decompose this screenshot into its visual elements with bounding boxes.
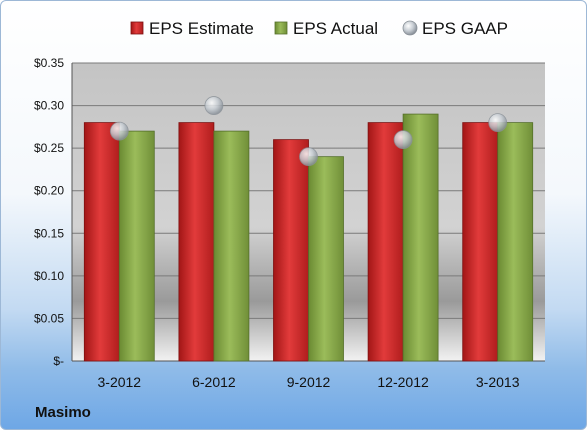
- eps-gaap-marker: [393, 130, 413, 150]
- eps-gaap-marker: [204, 96, 224, 115]
- eps-estimate-bar: [178, 122, 215, 362]
- legend-label: EPS Estimate: [149, 19, 254, 38]
- y-tick-label: $0.05: [34, 311, 64, 325]
- x-tick-label: 9-2012: [287, 374, 331, 390]
- legend-swatch-estimate: [130, 21, 144, 35]
- y-tick-label: $0.15: [34, 226, 64, 240]
- eps-actual-bar: [118, 130, 155, 362]
- legend-swatch-gaap: [402, 20, 418, 36]
- x-tick-label: 3-2012: [98, 374, 142, 390]
- eps-gaap-marker: [488, 113, 508, 132]
- eps-estimate-bar: [83, 122, 120, 362]
- eps-actual-bar: [213, 130, 250, 362]
- y-tick-label: $0.10: [34, 269, 64, 283]
- y-tick-label: $0.25: [34, 141, 64, 155]
- x-tick-label: 12-2012: [377, 374, 429, 390]
- y-tick-label: $0.30: [34, 99, 64, 113]
- legend-swatch-actual: [274, 21, 288, 35]
- eps-gaap-marker: [109, 121, 129, 141]
- x-tick-label: 3-2013: [476, 374, 520, 390]
- eps-estimate-bar: [462, 122, 499, 362]
- company-name: Masimo: [35, 404, 91, 421]
- legend-label: EPS Actual: [293, 19, 378, 38]
- eps-actual-bar: [402, 113, 439, 362]
- y-tick-label: $0.35: [34, 56, 64, 70]
- eps-actual-bar: [497, 122, 534, 362]
- eps-gaap-marker: [299, 147, 318, 167]
- eps-estimate-bar: [273, 139, 309, 362]
- eps-actual-bar: [308, 156, 344, 362]
- x-tick-label: 6-2012: [192, 374, 236, 390]
- y-tick-label: $-: [53, 354, 64, 368]
- legend-label: EPS GAAP: [422, 19, 508, 38]
- eps-estimate-bar: [367, 122, 404, 362]
- y-tick-label: $0.20: [34, 184, 64, 198]
- chart-legend: EPS Estimate EPS Actual EPS GAAP: [130, 19, 508, 38]
